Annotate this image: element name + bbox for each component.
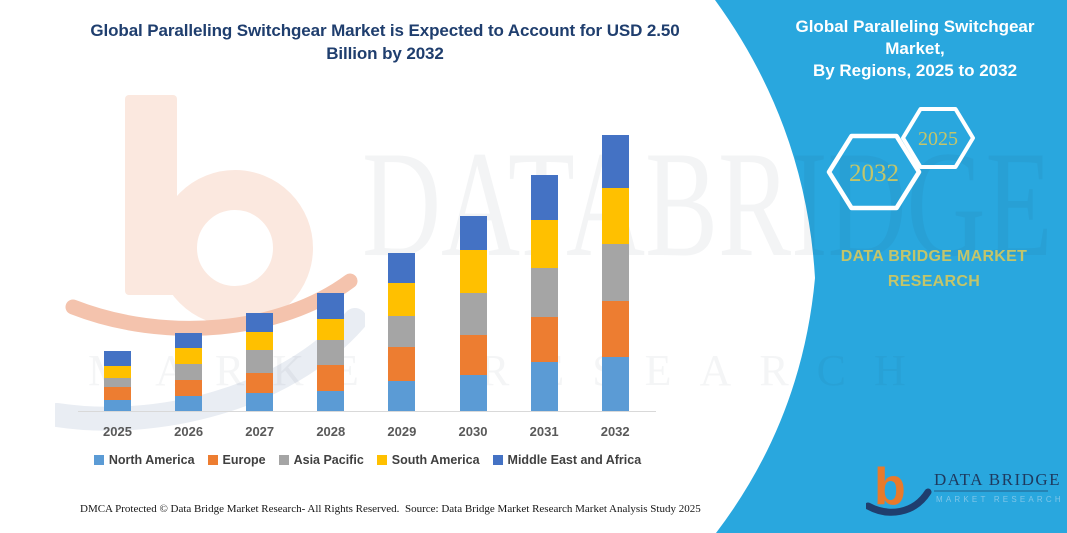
- x-tick-label-2028: 2028: [316, 424, 346, 439]
- hexagon-2032: [826, 133, 922, 211]
- bar-segment-europe: [104, 386, 131, 400]
- x-tick-label-2027: 2027: [245, 424, 275, 439]
- x-tick-label-2031: 2031: [529, 424, 559, 439]
- legend-item-middle-east-and-africa: Middle East and Africa: [492, 453, 642, 467]
- bar-segment-asia-pacific: [388, 316, 416, 347]
- bar-segment-europe: [601, 300, 629, 357]
- footer-dmca: DMCA Protected © Data Bridge Market Rese…: [80, 503, 400, 515]
- bar-segment-asia-pacific: [601, 244, 629, 301]
- brand-text-line2: RESEARCH: [887, 272, 981, 290]
- legend-label: Middle East and Africa: [507, 453, 642, 467]
- bar-2026: [175, 332, 203, 411]
- chart-title-line2: Billion by 2032: [326, 43, 444, 63]
- legend-item-europe: Europe: [207, 453, 266, 467]
- x-tick-label-2032: 2032: [600, 424, 630, 439]
- x-axis-line: [78, 411, 656, 412]
- bar-segment-south-america: [104, 365, 131, 378]
- legend-swatch: [492, 455, 503, 465]
- plot-area: [78, 100, 656, 412]
- bar-segment-europe: [388, 346, 416, 382]
- bar-segment-north-america: [530, 362, 558, 411]
- bar-2031: [530, 174, 558, 411]
- databridge-logo: b DATA BRIDGE MARKET RESEARCH: [866, 458, 1061, 516]
- logo-wordmark: DATA BRIDGE: [934, 470, 1061, 489]
- chart-title: Global Paralleling Switchgear Market is …: [65, 20, 705, 66]
- bar-segment-middle-east-and-africa: [530, 174, 558, 221]
- bar-2032: [601, 135, 629, 411]
- hexagon-2025: [901, 107, 975, 169]
- x-axis-labels: 2025 2026 2027 2028 2029 2030 2031 2032: [78, 424, 656, 442]
- bar-segment-south-america: [601, 188, 629, 245]
- legend-item-asia-pacific: Asia Pacific: [278, 453, 364, 467]
- legend-label: North America: [108, 453, 195, 467]
- bar-segment-south-america: [459, 249, 487, 293]
- brand-text-line1: DATA BRIDGE MARKET: [840, 248, 1028, 265]
- bar-segment-north-america: [388, 381, 416, 411]
- legend-label: Asia Pacific: [293, 453, 364, 467]
- logo-swoosh: [866, 488, 932, 516]
- bar-segment-north-america: [246, 393, 274, 411]
- logo-monogram: b: [874, 458, 906, 516]
- side-panel-title-line1: Global Paralleling Switchgear Market,: [795, 17, 1035, 59]
- legend-swatch: [93, 455, 104, 465]
- bar-segment-middle-east-and-africa: [246, 312, 274, 332]
- bar-segment-middle-east-and-africa: [388, 253, 416, 283]
- bar-segment-north-america: [317, 391, 345, 411]
- legend-swatch: [278, 455, 289, 465]
- bar-segment-north-america: [601, 356, 629, 411]
- chart-title-line1: Global Paralleling Switchgear Market is …: [90, 21, 680, 40]
- x-tick-label-2025: 2025: [103, 424, 132, 439]
- footer-source: Source: Data Bridge Market Research Mark…: [405, 503, 701, 515]
- bar-segment-middle-east-and-africa: [601, 135, 629, 189]
- bar-segment-middle-east-and-africa: [459, 215, 487, 250]
- bar-segment-north-america: [104, 399, 131, 411]
- bar-segment-north-america: [175, 395, 203, 411]
- bar-segment-middle-east-and-africa: [317, 292, 345, 320]
- bar-segment-asia-pacific: [530, 267, 558, 318]
- bar-segment-europe: [317, 364, 345, 392]
- bar-segment-asia-pacific: [246, 350, 274, 374]
- bar-segment-asia-pacific: [459, 292, 487, 335]
- bar-segment-europe: [459, 334, 487, 375]
- logo-subtext: MARKET RESEARCH: [936, 495, 1061, 504]
- bar-2027: [246, 312, 274, 411]
- legend-swatch: [207, 455, 218, 465]
- x-tick-label-2030: 2030: [458, 424, 488, 439]
- bar-segment-north-america: [459, 374, 487, 411]
- legend-item-north-america: North America: [93, 453, 195, 467]
- bar-segment-europe: [246, 373, 274, 394]
- side-panel-title: Global Paralleling Switchgear Market, By…: [770, 16, 1060, 82]
- bar-segment-middle-east-and-africa: [104, 351, 131, 366]
- legend-label: Europe: [222, 453, 266, 467]
- bar-segment-south-america: [246, 331, 274, 351]
- hexagon-2032-label: 2032: [849, 160, 899, 187]
- legend: North America Europe Asia Pacific South Ame…: [75, 453, 660, 467]
- side-panel-title-line2: By Regions, 2025 to 2032: [812, 61, 1018, 81]
- x-tick-label-2029: 2029: [387, 424, 417, 439]
- x-tick-label-2026: 2026: [174, 424, 204, 439]
- hexagon-2025-label: 2025: [918, 128, 958, 150]
- bar-segment-asia-pacific: [317, 340, 345, 365]
- legend-swatch: [376, 455, 387, 465]
- bar-segment-south-america: [530, 220, 558, 268]
- bar-segment-europe: [530, 317, 558, 363]
- bar-segment-middle-east-and-africa: [175, 332, 203, 349]
- hexagon-badges: 2025 2032: [826, 107, 975, 211]
- brand-text: DATA BRIDGE MARKET RESEARCH: [818, 245, 1050, 295]
- bar-segment-south-america: [175, 348, 203, 364]
- bar-segment-south-america: [317, 319, 345, 341]
- bar-segment-europe: [175, 380, 203, 396]
- bar-2028: [317, 292, 345, 411]
- bar-2030: [459, 215, 487, 411]
- bar-2029: [388, 253, 416, 411]
- bar-segment-asia-pacific: [104, 377, 131, 387]
- bar-segment-asia-pacific: [175, 363, 203, 381]
- legend-label: South America: [391, 453, 480, 467]
- bar-segment-south-america: [388, 282, 416, 317]
- bar-2025: [104, 351, 131, 411]
- legend-item-south-america: South America: [376, 453, 480, 467]
